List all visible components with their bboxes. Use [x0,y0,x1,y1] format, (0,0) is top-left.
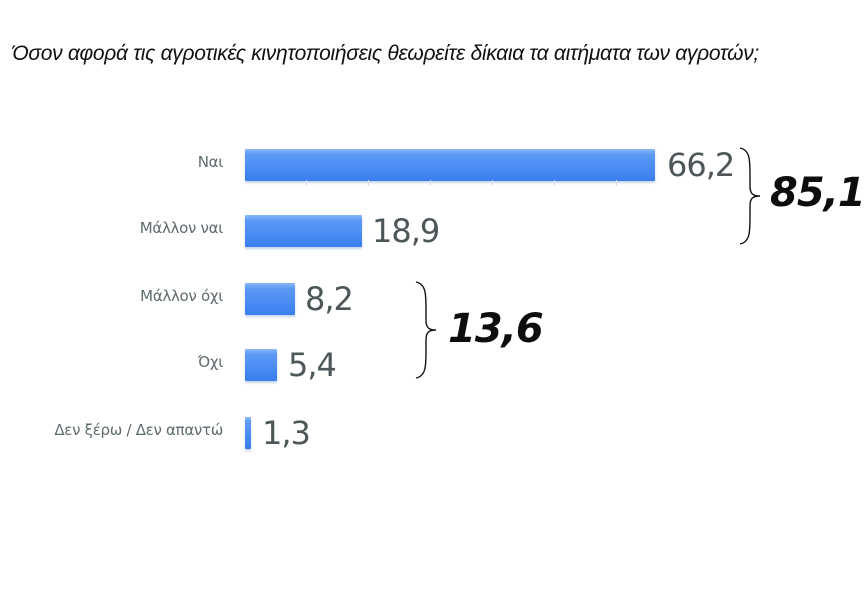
axis-tick [554,180,555,186]
bar-row-nai: Ναι 66,2 [0,145,865,185]
positive-total: 85,1 [770,170,865,216]
value-label: 8,2 [305,280,354,318]
bar-row-mallon-nai: Μάλλον ναι 18,9 [0,211,865,251]
category-label: Μάλλον ναι [139,219,224,237]
brace-icon [415,281,437,379]
value-label: 18,9 [372,212,440,250]
bar [245,349,277,381]
bar-row-den-xero: Δεν ξέρω / Δεν απαντώ 1,3 [0,413,865,453]
axis-tick [306,180,307,186]
bar [245,283,295,315]
axis-tick [616,180,617,186]
negative-total: 13,6 [448,306,544,352]
axis-tick [368,180,369,186]
category-label: Ναι [197,153,224,171]
axis-tick [492,180,493,186]
bar [245,149,655,181]
axis-tick [430,180,431,186]
value-label: 1,3 [262,414,311,452]
bar [245,417,251,449]
value-label: 5,4 [288,346,337,384]
value-label: 66,2 [667,146,735,184]
category-label: Όχι [197,353,223,371]
brace-icon [739,147,761,245]
bar [245,215,362,247]
bar-row-oxi: Όχι 5,4 [0,345,865,385]
chart-title: Όσον αφορά τις αγροτικές κινητοποιήσεις … [12,42,759,65]
bar-row-mallon-oxi: Μάλλον όχι 8,2 [0,279,865,319]
category-label: Μάλλον όχι [140,287,223,305]
category-label: Δεν ξέρω / Δεν απαντώ [54,421,223,439]
